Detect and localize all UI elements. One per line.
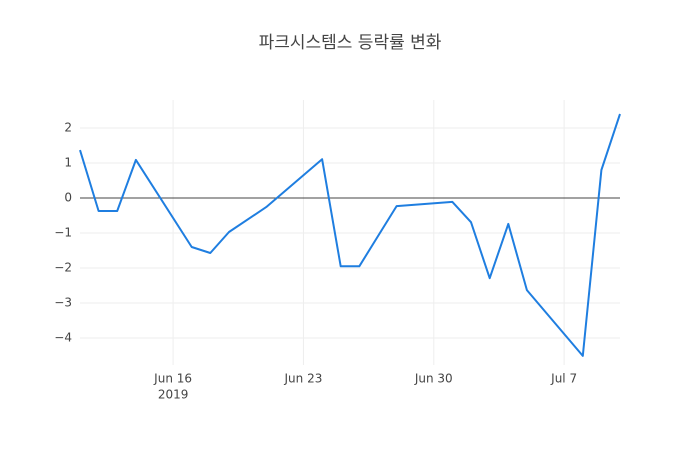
x-tick-label: Jul 7: [550, 372, 577, 386]
y-tick-label: 2: [64, 121, 72, 135]
x-tick-label: Jun 30: [414, 372, 453, 386]
line-series: [79, 113, 621, 357]
y-tick-label: 0: [64, 191, 72, 205]
chart-title: 파크시스템스 등락률 변화: [259, 33, 442, 53]
y-tick-label: 1: [64, 156, 72, 170]
x-tick-label: Jun 16: [153, 372, 192, 386]
y-tick-label: −3: [54, 296, 72, 310]
x-year-label: 2019: [158, 388, 189, 402]
y-tick-label: −1: [54, 226, 72, 240]
y-tick-label: −4: [54, 331, 72, 345]
x-tick-label: Jun 23: [284, 372, 323, 386]
y-tick-label: −2: [54, 261, 72, 275]
